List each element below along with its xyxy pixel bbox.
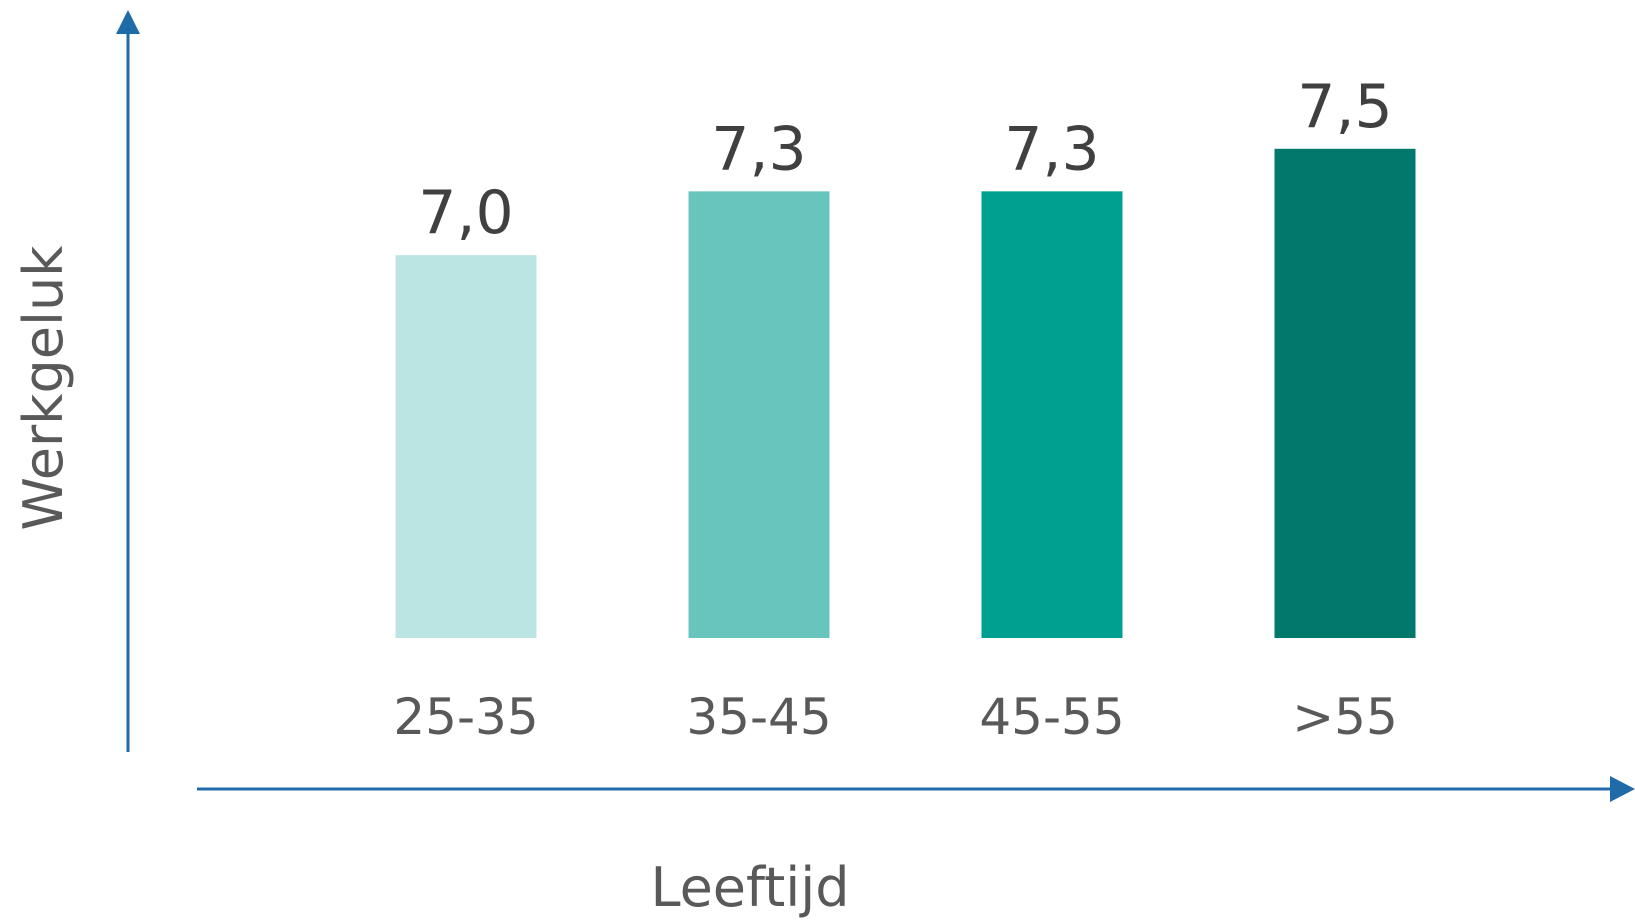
bar-3 [1274, 148, 1416, 639]
x-tick-label: 25-35 [393, 688, 538, 746]
bar-2 [981, 191, 1123, 638]
bar-series: 7,0 25-35 7,3 35-45 7,3 45-55 7,5 >55 [393, 72, 1416, 746]
bar-0 [395, 255, 537, 638]
x-tick-label: 45-55 [979, 688, 1124, 746]
y-axis-arrow-icon [116, 10, 140, 34]
x-tick-label: >55 [1292, 688, 1398, 746]
x-axis-arrow-icon [1610, 776, 1635, 802]
bar-1 [688, 191, 830, 638]
bar-value-label: 7,0 [418, 178, 513, 248]
bar-value-label: 7,3 [1004, 114, 1099, 184]
x-axis-title: Leeftijd [650, 856, 849, 919]
bar-value-label: 7,5 [1297, 72, 1392, 142]
bar-value-label: 7,3 [711, 114, 806, 184]
x-tick-label: 35-45 [686, 688, 831, 746]
y-axis-title: Werkgeluk [12, 245, 75, 531]
